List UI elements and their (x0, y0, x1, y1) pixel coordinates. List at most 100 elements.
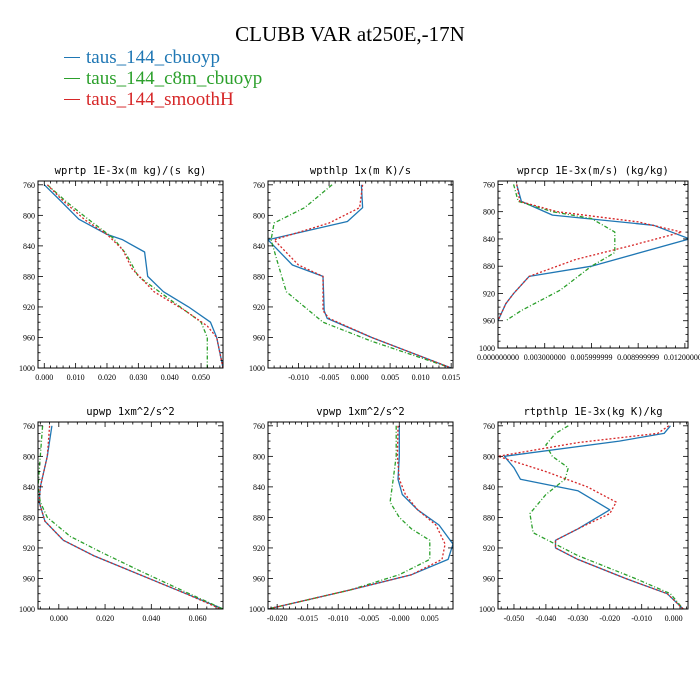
x-tick-label: 0.012000000 (664, 353, 700, 362)
series-line (46, 184, 208, 368)
y-tick-label: 880 (483, 513, 495, 522)
x-tick-label: -0.040 (536, 614, 557, 623)
plot-frame (497, 180, 689, 349)
legend-label: taus_144_smoothH (86, 89, 234, 110)
y-tick-label: 920 (253, 303, 265, 312)
series-group (38, 425, 223, 609)
x-tick-label: 0.030 (129, 373, 147, 382)
panel-title: wprcp 1E-3x(m/s) (kg/kg) (517, 165, 669, 177)
legend-entry-c8m-cbuoyp: taus_144_c8m_cbuoyp (64, 68, 262, 90)
series-line (268, 184, 452, 368)
plot-frame (37, 421, 224, 610)
series-line (503, 425, 684, 609)
y-tick-label: 800 (483, 452, 495, 461)
series-line (529, 425, 684, 609)
x-tick-label: -0.005 (319, 373, 340, 382)
legend-label: taus_144_cbuoyp (86, 47, 221, 68)
y-tick-label: 760 (23, 422, 35, 431)
legend-swatch-line (64, 57, 80, 59)
plot-frame (267, 421, 454, 610)
panel-title: vpwp 1xm^2/s^2 (316, 406, 405, 418)
x-tick-label: 0.010 (67, 373, 85, 382)
y-tick-label: 800 (483, 208, 495, 217)
series-line (268, 425, 453, 609)
x-tick-label: -0.010 (328, 614, 349, 623)
x-tick-label: 0.040 (142, 614, 160, 623)
x-tick-label: 0.010 (412, 373, 430, 382)
chart-panel: wpthlp 1x(m K)/s 760 800 840 880 920 960 1000 -0… (249, 165, 460, 382)
series-line (498, 425, 684, 609)
series-group (268, 425, 453, 609)
y-tick-label: 800 (253, 211, 265, 220)
y-tick-label: 880 (253, 272, 265, 281)
x-tick-label: 0.000 (351, 373, 369, 382)
x-tick-label: -0.005 (358, 614, 379, 623)
y-tick-label: 1000 (479, 344, 495, 353)
y-tick-label: 920 (483, 544, 495, 553)
chart-panel: wprtp 1E-3x(m kg)/(s kg) 760 800 840 880 920 9… (19, 165, 224, 382)
y-tick-label: 960 (253, 333, 265, 342)
y-tick-label: 840 (253, 483, 265, 492)
y-tick-label: 1000 (249, 364, 265, 373)
series-line (270, 184, 452, 368)
series-line (38, 425, 223, 609)
panel-title: upwp 1xm^2/s^2 (86, 406, 175, 418)
series-line (38, 425, 221, 609)
y-tick-label: 960 (483, 574, 495, 583)
y-tick-label: 760 (483, 422, 495, 431)
x-tick-label: 0.003000000 (524, 353, 566, 362)
series-line (498, 184, 683, 321)
series-group (498, 184, 688, 322)
y-tick-label: 1000 (479, 605, 495, 614)
y-tick-label: 840 (23, 483, 35, 492)
y-tick-label: 960 (483, 317, 495, 326)
x-tick-label: 0.060 (189, 614, 207, 623)
x-tick-label: 0.005999999 (570, 353, 612, 362)
x-tick-label: 0.005 (421, 614, 439, 623)
x-tick-label: 0.005 (381, 373, 399, 382)
y-tick-label: 800 (253, 452, 265, 461)
legend-swatch-line (64, 78, 80, 80)
x-tick-label: 0.040 (161, 373, 179, 382)
series-line (268, 425, 431, 609)
y-tick-label: 760 (253, 422, 265, 431)
x-tick-label: 0.050 (192, 373, 210, 382)
x-tick-label: 0.000 (35, 373, 53, 382)
legend-entry-cbuoyp: taus_144_cbuoyp (64, 47, 220, 69)
x-tick-label: -0.010 (631, 614, 652, 623)
panel-title: rtpthlp 1E-3x(kg K)/kg (523, 406, 662, 418)
chart-panel: wprcp 1E-3x(m/s) (kg/kg) 760 800 840 880 920 9… (477, 165, 700, 362)
series-group (498, 425, 684, 609)
chart-panel: vpwp 1xm^2/s^27608008408809209601000-0.0… (249, 406, 454, 623)
series-line (505, 184, 616, 322)
plot-frame (497, 421, 689, 610)
y-tick-label: 840 (23, 242, 35, 251)
page-title: CLUBB VAR at250E,-17N (235, 22, 465, 46)
legend-entry-smoothh: taus_144_smoothH (64, 89, 234, 111)
plot-frame (37, 180, 224, 369)
y-tick-label: 840 (253, 242, 265, 251)
x-tick-label: 0.020 (96, 614, 114, 623)
y-tick-label: 760 (253, 181, 265, 190)
y-tick-label: 920 (23, 303, 35, 312)
x-tick-label: 0.008999999 (617, 353, 659, 362)
y-tick-label: 880 (483, 262, 495, 271)
y-tick-label: 800 (23, 452, 35, 461)
y-tick-label: 920 (253, 544, 265, 553)
plot-frame (267, 180, 454, 369)
y-tick-label: 880 (23, 272, 35, 281)
x-tick-label: -0.010 (288, 373, 309, 382)
series-line (498, 184, 688, 321)
series-line (46, 184, 223, 368)
series-line (273, 184, 452, 368)
series-line (43, 184, 223, 368)
x-tick-label: -0.020 (599, 614, 620, 623)
y-tick-label: 920 (483, 289, 495, 298)
y-tick-label: 960 (253, 574, 265, 583)
y-tick-label: 760 (483, 180, 495, 189)
x-tick-label: 0.000 (665, 614, 683, 623)
y-tick-label: 960 (23, 333, 35, 342)
y-tick-label: 880 (23, 513, 35, 522)
legend-swatch-line (64, 99, 80, 101)
